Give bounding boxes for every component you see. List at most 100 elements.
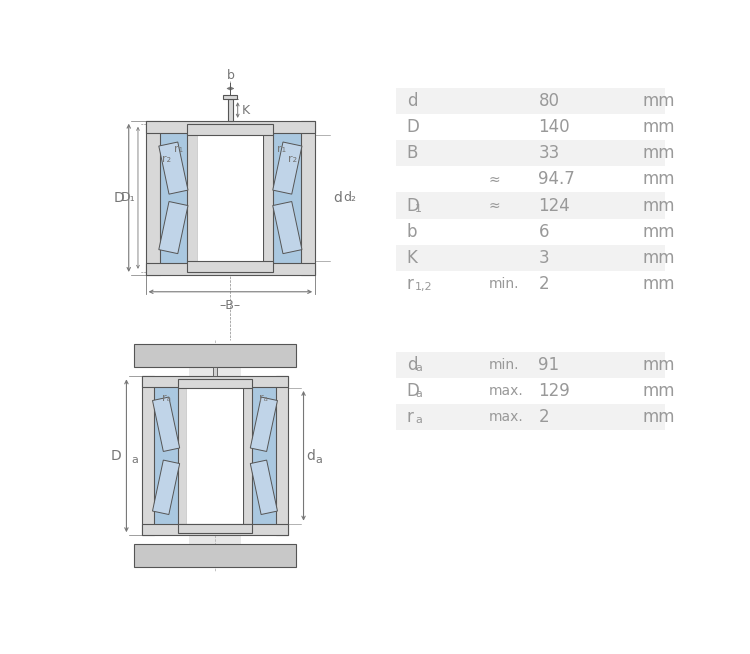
Bar [396,218,665,245]
Text: r₁: r₁ [278,144,286,154]
Bar [396,245,665,271]
Text: d: d [334,191,343,205]
Text: D: D [406,118,419,136]
Text: a: a [416,363,422,373]
Bar [396,192,665,218]
Text: 140: 140 [538,118,570,136]
Bar [262,124,274,272]
Bar [252,387,276,525]
Bar [154,387,178,525]
Text: r: r [406,408,413,426]
Text: 1,2: 1,2 [416,282,433,292]
Text: mm: mm [642,223,675,241]
Bar [178,524,252,533]
Bar [243,379,252,533]
Text: 80: 80 [538,92,560,110]
Text: rₐ: rₐ [260,394,268,404]
Bar [396,114,665,140]
Text: D: D [406,382,419,400]
Text: K: K [406,249,418,267]
Bar [142,377,288,387]
Text: mm: mm [642,92,675,110]
Text: mm: mm [642,275,675,293]
Bar [213,368,217,377]
Text: mm: mm [642,170,675,188]
Bar [198,121,262,275]
Text: d₂: d₂ [343,192,355,204]
Text: mm: mm [642,382,675,400]
Text: a: a [416,389,422,399]
Text: 91: 91 [538,356,560,374]
Text: D₁: D₁ [121,192,136,204]
Bar [160,133,188,262]
Polygon shape [152,397,180,451]
Text: 6: 6 [538,223,549,241]
Text: 33: 33 [538,144,560,162]
Bar [142,525,288,535]
Bar [189,344,242,568]
Bar [396,140,665,166]
Bar [224,95,237,99]
Polygon shape [251,397,278,451]
Polygon shape [159,201,188,254]
Bar [188,124,274,135]
Text: max.: max. [488,384,523,398]
Bar [146,121,160,275]
Text: rₐ: rₐ [161,394,170,404]
Bar [228,99,233,121]
Text: b: b [406,223,417,241]
Text: a: a [131,455,138,464]
Bar [396,271,665,297]
Text: b: b [226,69,234,82]
Bar [274,133,302,262]
Text: r: r [406,275,413,293]
Text: 1: 1 [416,203,422,214]
Bar [396,88,665,114]
Text: 2: 2 [538,408,549,426]
Text: B: B [406,144,418,162]
Text: D: D [113,191,124,205]
Polygon shape [159,142,188,194]
Text: ≈: ≈ [488,173,500,186]
Bar [396,352,665,378]
Polygon shape [251,460,278,515]
Bar [178,379,252,388]
Bar [276,377,288,535]
Text: min.: min. [488,277,519,291]
Text: mm: mm [642,408,675,426]
Text: D: D [111,449,122,463]
Bar [134,344,296,368]
Bar [188,261,274,272]
Text: d: d [307,449,316,463]
Text: a: a [416,415,422,425]
Text: 94.7: 94.7 [538,170,575,188]
Text: max.: max. [488,410,523,424]
Text: –B–: –B– [220,300,241,313]
Text: 124: 124 [538,197,570,215]
Bar [188,377,243,535]
Polygon shape [273,201,302,254]
Text: 2: 2 [538,275,549,293]
Bar [396,378,665,404]
Text: D: D [406,197,419,215]
Text: mm: mm [642,197,675,215]
Text: r₁: r₁ [175,144,184,154]
Text: K: K [242,103,250,116]
Text: a: a [315,455,322,464]
Text: 129: 129 [538,382,570,400]
Bar [142,377,154,535]
Text: d: d [406,356,417,374]
Text: ≈: ≈ [488,199,500,213]
Bar [396,404,665,430]
Polygon shape [152,460,180,515]
Text: mm: mm [642,249,675,267]
Bar [178,379,188,533]
Text: mm: mm [642,118,675,136]
Bar [396,166,665,192]
Text: d: d [406,92,417,110]
Text: 3: 3 [538,249,549,267]
Text: min.: min. [488,358,519,372]
Text: r₂: r₂ [288,154,298,164]
Text: mm: mm [642,356,675,374]
Bar [302,121,315,275]
